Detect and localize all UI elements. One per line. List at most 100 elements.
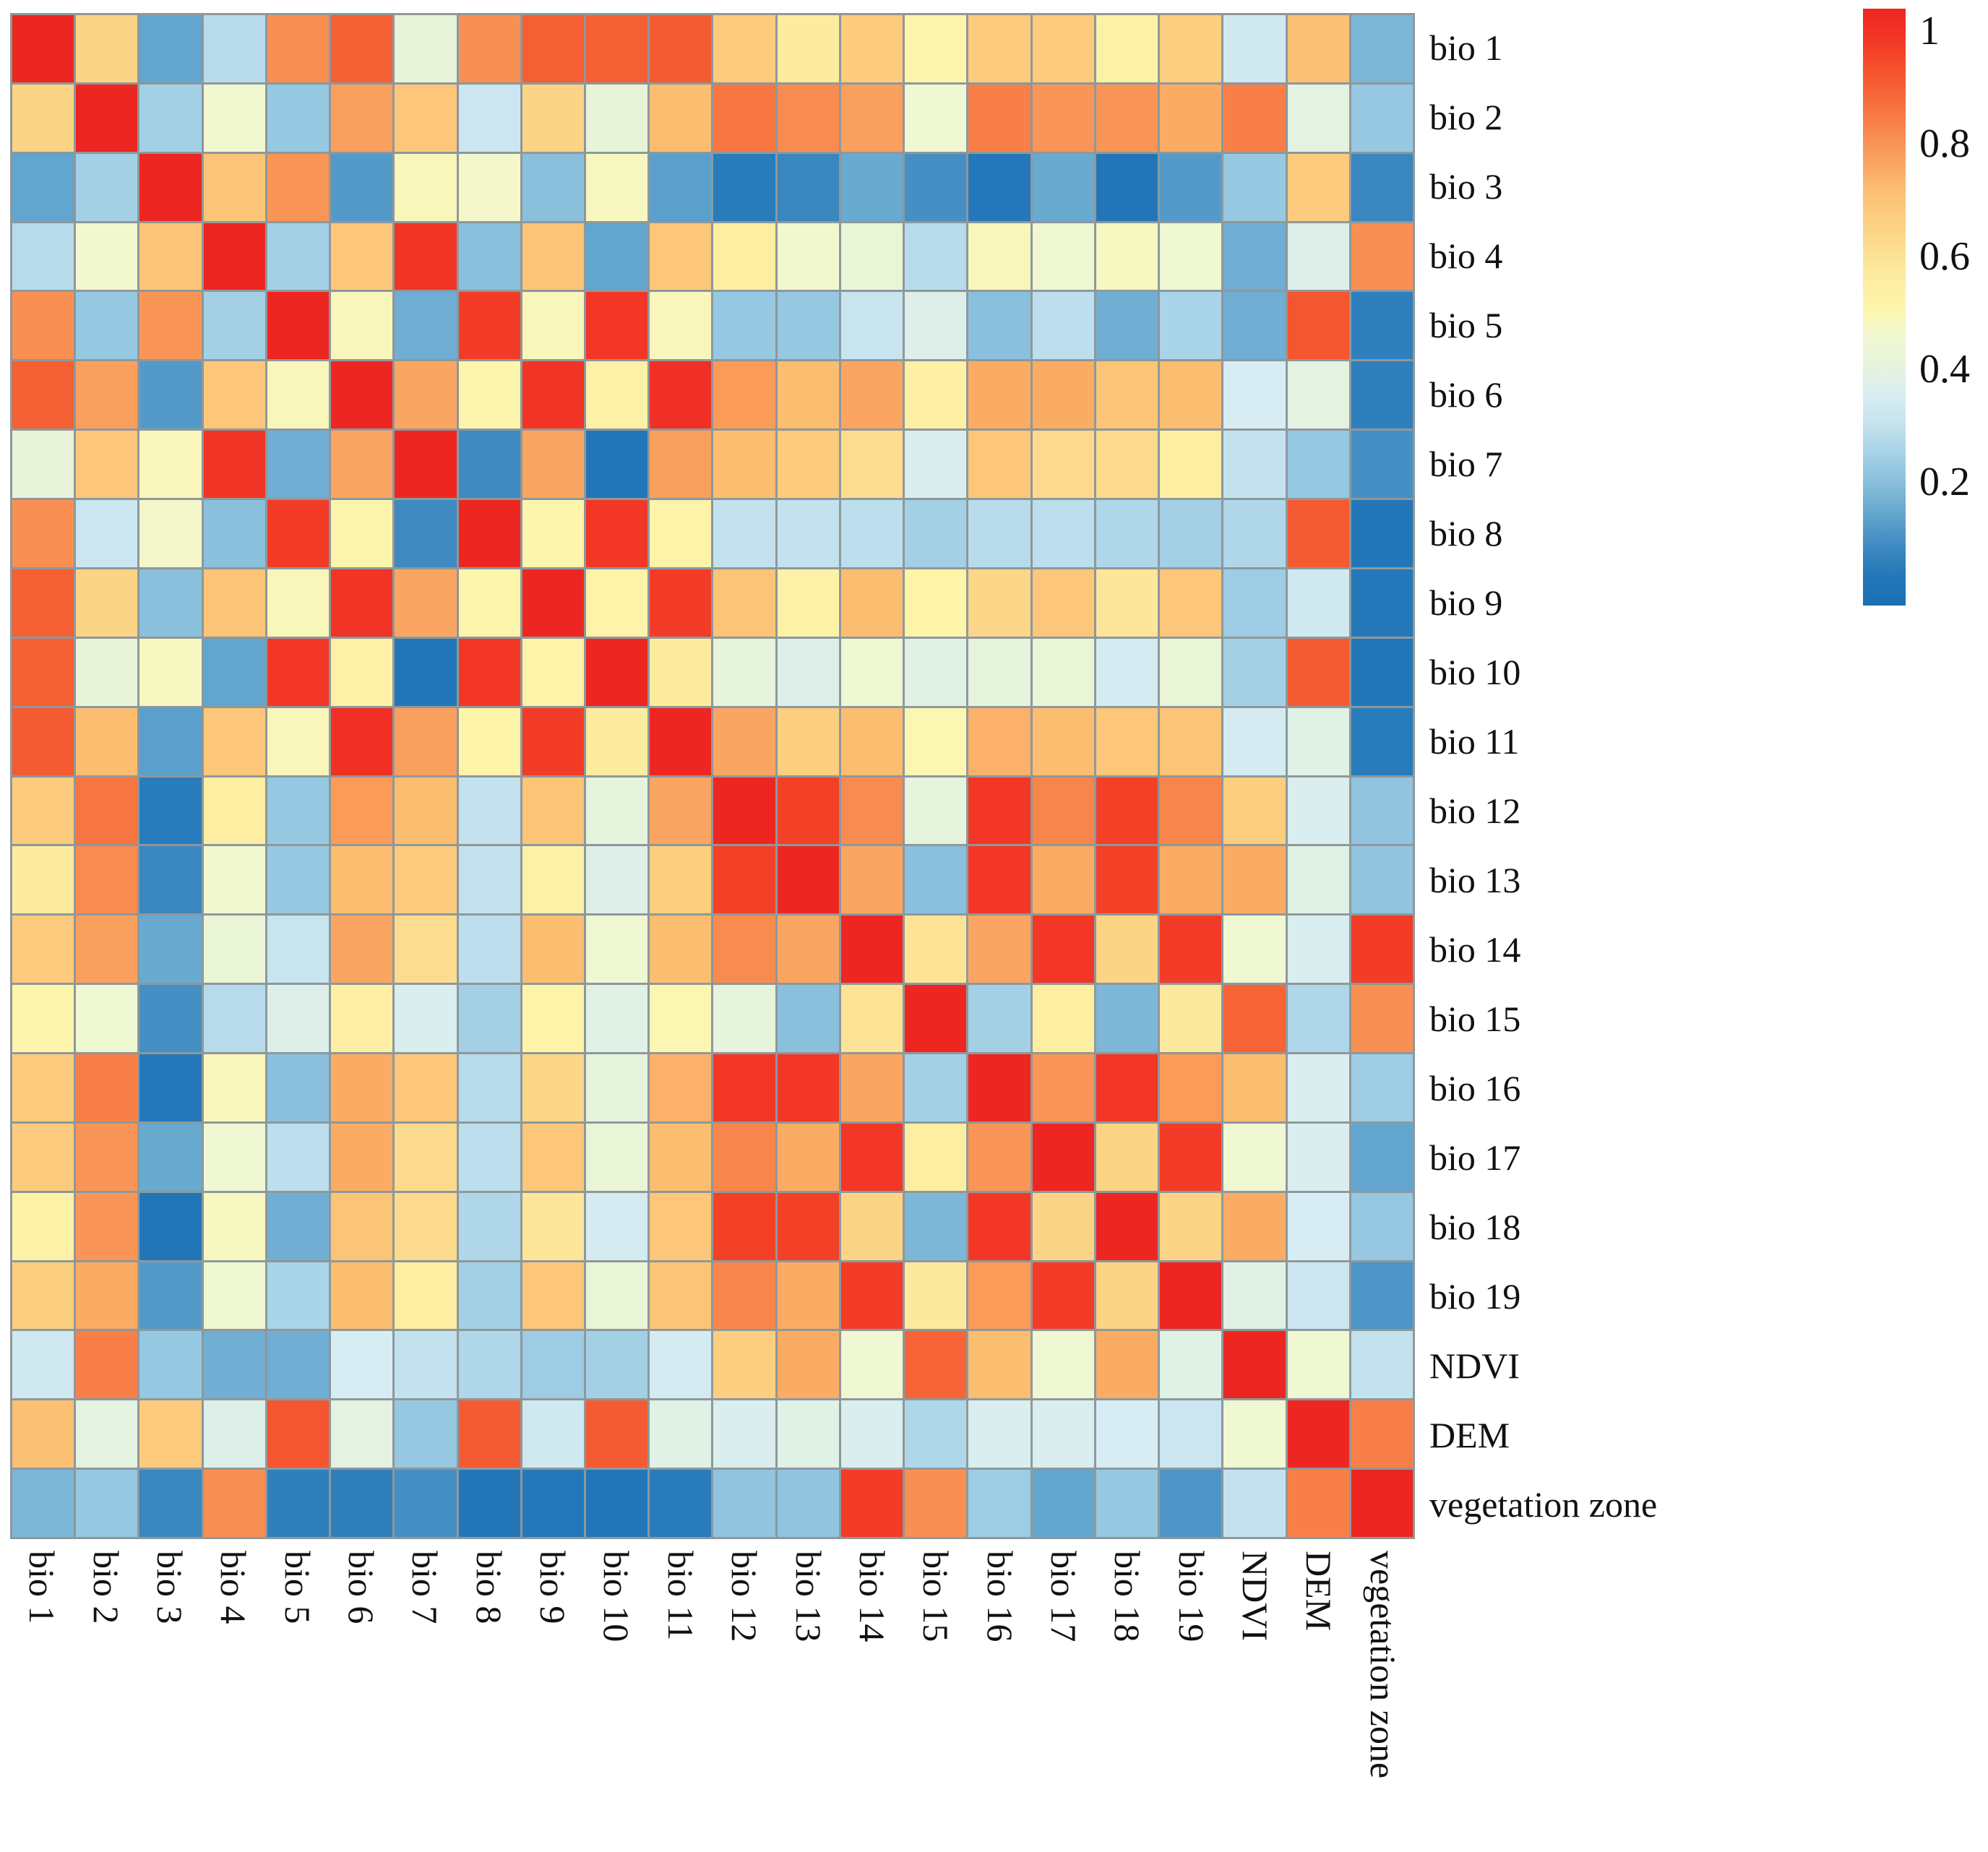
heatmap-cell bbox=[905, 707, 967, 775]
row-label: bio 12 bbox=[1429, 791, 1521, 831]
heatmap-grid bbox=[10, 13, 1415, 1539]
heatmap-cell bbox=[139, 84, 202, 152]
heatmap-cell bbox=[968, 292, 1030, 360]
heatmap-cell bbox=[1351, 292, 1413, 360]
column-label: bio 6 bbox=[341, 1551, 382, 1624]
heatmap-cell bbox=[713, 84, 775, 152]
heatmap-cell bbox=[395, 1192, 457, 1260]
row-label: bio 7 bbox=[1429, 444, 1503, 484]
heatmap-cell bbox=[777, 916, 839, 983]
heatmap-cell bbox=[713, 638, 775, 706]
heatmap-cell bbox=[395, 15, 457, 82]
heatmap-cell bbox=[586, 707, 648, 775]
heatmap-cell bbox=[458, 1470, 520, 1537]
column-label: bio 1 bbox=[22, 1551, 63, 1624]
heatmap-cell bbox=[395, 1123, 457, 1191]
heatmap-cell bbox=[1223, 500, 1286, 567]
heatmap-cell bbox=[905, 846, 967, 914]
heatmap-cell bbox=[203, 638, 265, 706]
heatmap-cell bbox=[1223, 84, 1286, 152]
heatmap-cell bbox=[586, 223, 648, 290]
heatmap-cell bbox=[395, 84, 457, 152]
column-label: bio 19 bbox=[1171, 1551, 1212, 1642]
heatmap-cell bbox=[650, 84, 712, 152]
heatmap-cell bbox=[1351, 500, 1413, 567]
heatmap-cell bbox=[650, 846, 712, 914]
heatmap-cell bbox=[139, 500, 202, 567]
heatmap-cell bbox=[650, 361, 712, 429]
heatmap-cell bbox=[76, 777, 138, 845]
heatmap-cell bbox=[777, 153, 839, 221]
heatmap-cell bbox=[331, 1192, 393, 1260]
heatmap-cell bbox=[713, 1400, 775, 1468]
heatmap-cell bbox=[458, 15, 520, 82]
heatmap-cell bbox=[267, 638, 330, 706]
heatmap-cell bbox=[458, 292, 520, 360]
heatmap-cell bbox=[905, 1400, 967, 1468]
heatmap-cell bbox=[1223, 1470, 1286, 1537]
heatmap-cell bbox=[1032, 1400, 1094, 1468]
heatmap-cell bbox=[203, 1400, 265, 1468]
heatmap-cell bbox=[1160, 985, 1222, 1052]
heatmap-cell bbox=[203, 1331, 265, 1399]
heatmap-cell bbox=[1287, 15, 1349, 82]
column-label: bio 7 bbox=[405, 1551, 446, 1624]
heatmap-cell bbox=[840, 223, 903, 290]
heatmap-cell bbox=[905, 500, 967, 567]
heatmap-cell bbox=[1223, 916, 1286, 983]
heatmap-cell bbox=[586, 1262, 648, 1330]
heatmap-cell bbox=[650, 1331, 712, 1399]
heatmap-cell bbox=[331, 223, 393, 290]
heatmap-cell bbox=[905, 1262, 967, 1330]
row-label: bio 15 bbox=[1429, 999, 1521, 1039]
heatmap-cell bbox=[395, 985, 457, 1052]
heatmap-cell bbox=[840, 569, 903, 637]
heatmap-cell bbox=[331, 500, 393, 567]
heatmap-cell bbox=[1096, 500, 1158, 567]
heatmap-cell bbox=[650, 916, 712, 983]
heatmap-cell bbox=[76, 431, 138, 499]
heatmap-cell bbox=[586, 777, 648, 845]
heatmap-cell bbox=[12, 985, 74, 1052]
heatmap-cell bbox=[1223, 153, 1286, 221]
heatmap-cell bbox=[713, 1054, 775, 1121]
heatmap-cell bbox=[267, 707, 330, 775]
heatmap-cell bbox=[76, 1192, 138, 1260]
heatmap-cell bbox=[458, 1400, 520, 1468]
row-label: bio 9 bbox=[1429, 582, 1503, 623]
heatmap-cell bbox=[777, 223, 839, 290]
heatmap-cell bbox=[1287, 223, 1349, 290]
heatmap-cell bbox=[650, 292, 712, 360]
heatmap-cell bbox=[1032, 500, 1094, 567]
heatmap-cell bbox=[331, 707, 393, 775]
heatmap-cell bbox=[650, 15, 712, 82]
heatmap-cell bbox=[203, 361, 265, 429]
heatmap-cell bbox=[586, 84, 648, 152]
heatmap-cell bbox=[76, 569, 138, 637]
heatmap-cell bbox=[76, 500, 138, 567]
heatmap-cell bbox=[267, 361, 330, 429]
heatmap-cell bbox=[267, 292, 330, 360]
heatmap-cell bbox=[1287, 500, 1349, 567]
heatmap-cell bbox=[1096, 84, 1158, 152]
heatmap-cell bbox=[331, 1123, 393, 1191]
heatmap-cell bbox=[331, 1262, 393, 1330]
heatmap-cell bbox=[522, 223, 585, 290]
column-label: bio 17 bbox=[1044, 1551, 1084, 1642]
heatmap-cell bbox=[713, 1123, 775, 1191]
heatmap-cell bbox=[968, 638, 1030, 706]
heatmap-cell bbox=[331, 569, 393, 637]
heatmap-cell bbox=[203, 777, 265, 845]
heatmap-cell bbox=[1223, 15, 1286, 82]
heatmap-cell bbox=[905, 916, 967, 983]
heatmap-cell bbox=[713, 846, 775, 914]
column-label: NDVI bbox=[1235, 1551, 1276, 1641]
heatmap-cell bbox=[586, 431, 648, 499]
row-label: bio 2 bbox=[1429, 97, 1503, 137]
row-label: bio 14 bbox=[1429, 929, 1521, 970]
heatmap-cell bbox=[1160, 638, 1222, 706]
heatmap-cell bbox=[12, 292, 74, 360]
heatmap-cell bbox=[1351, 431, 1413, 499]
heatmap-cell bbox=[905, 84, 967, 152]
heatmap-cell bbox=[1223, 1331, 1286, 1399]
